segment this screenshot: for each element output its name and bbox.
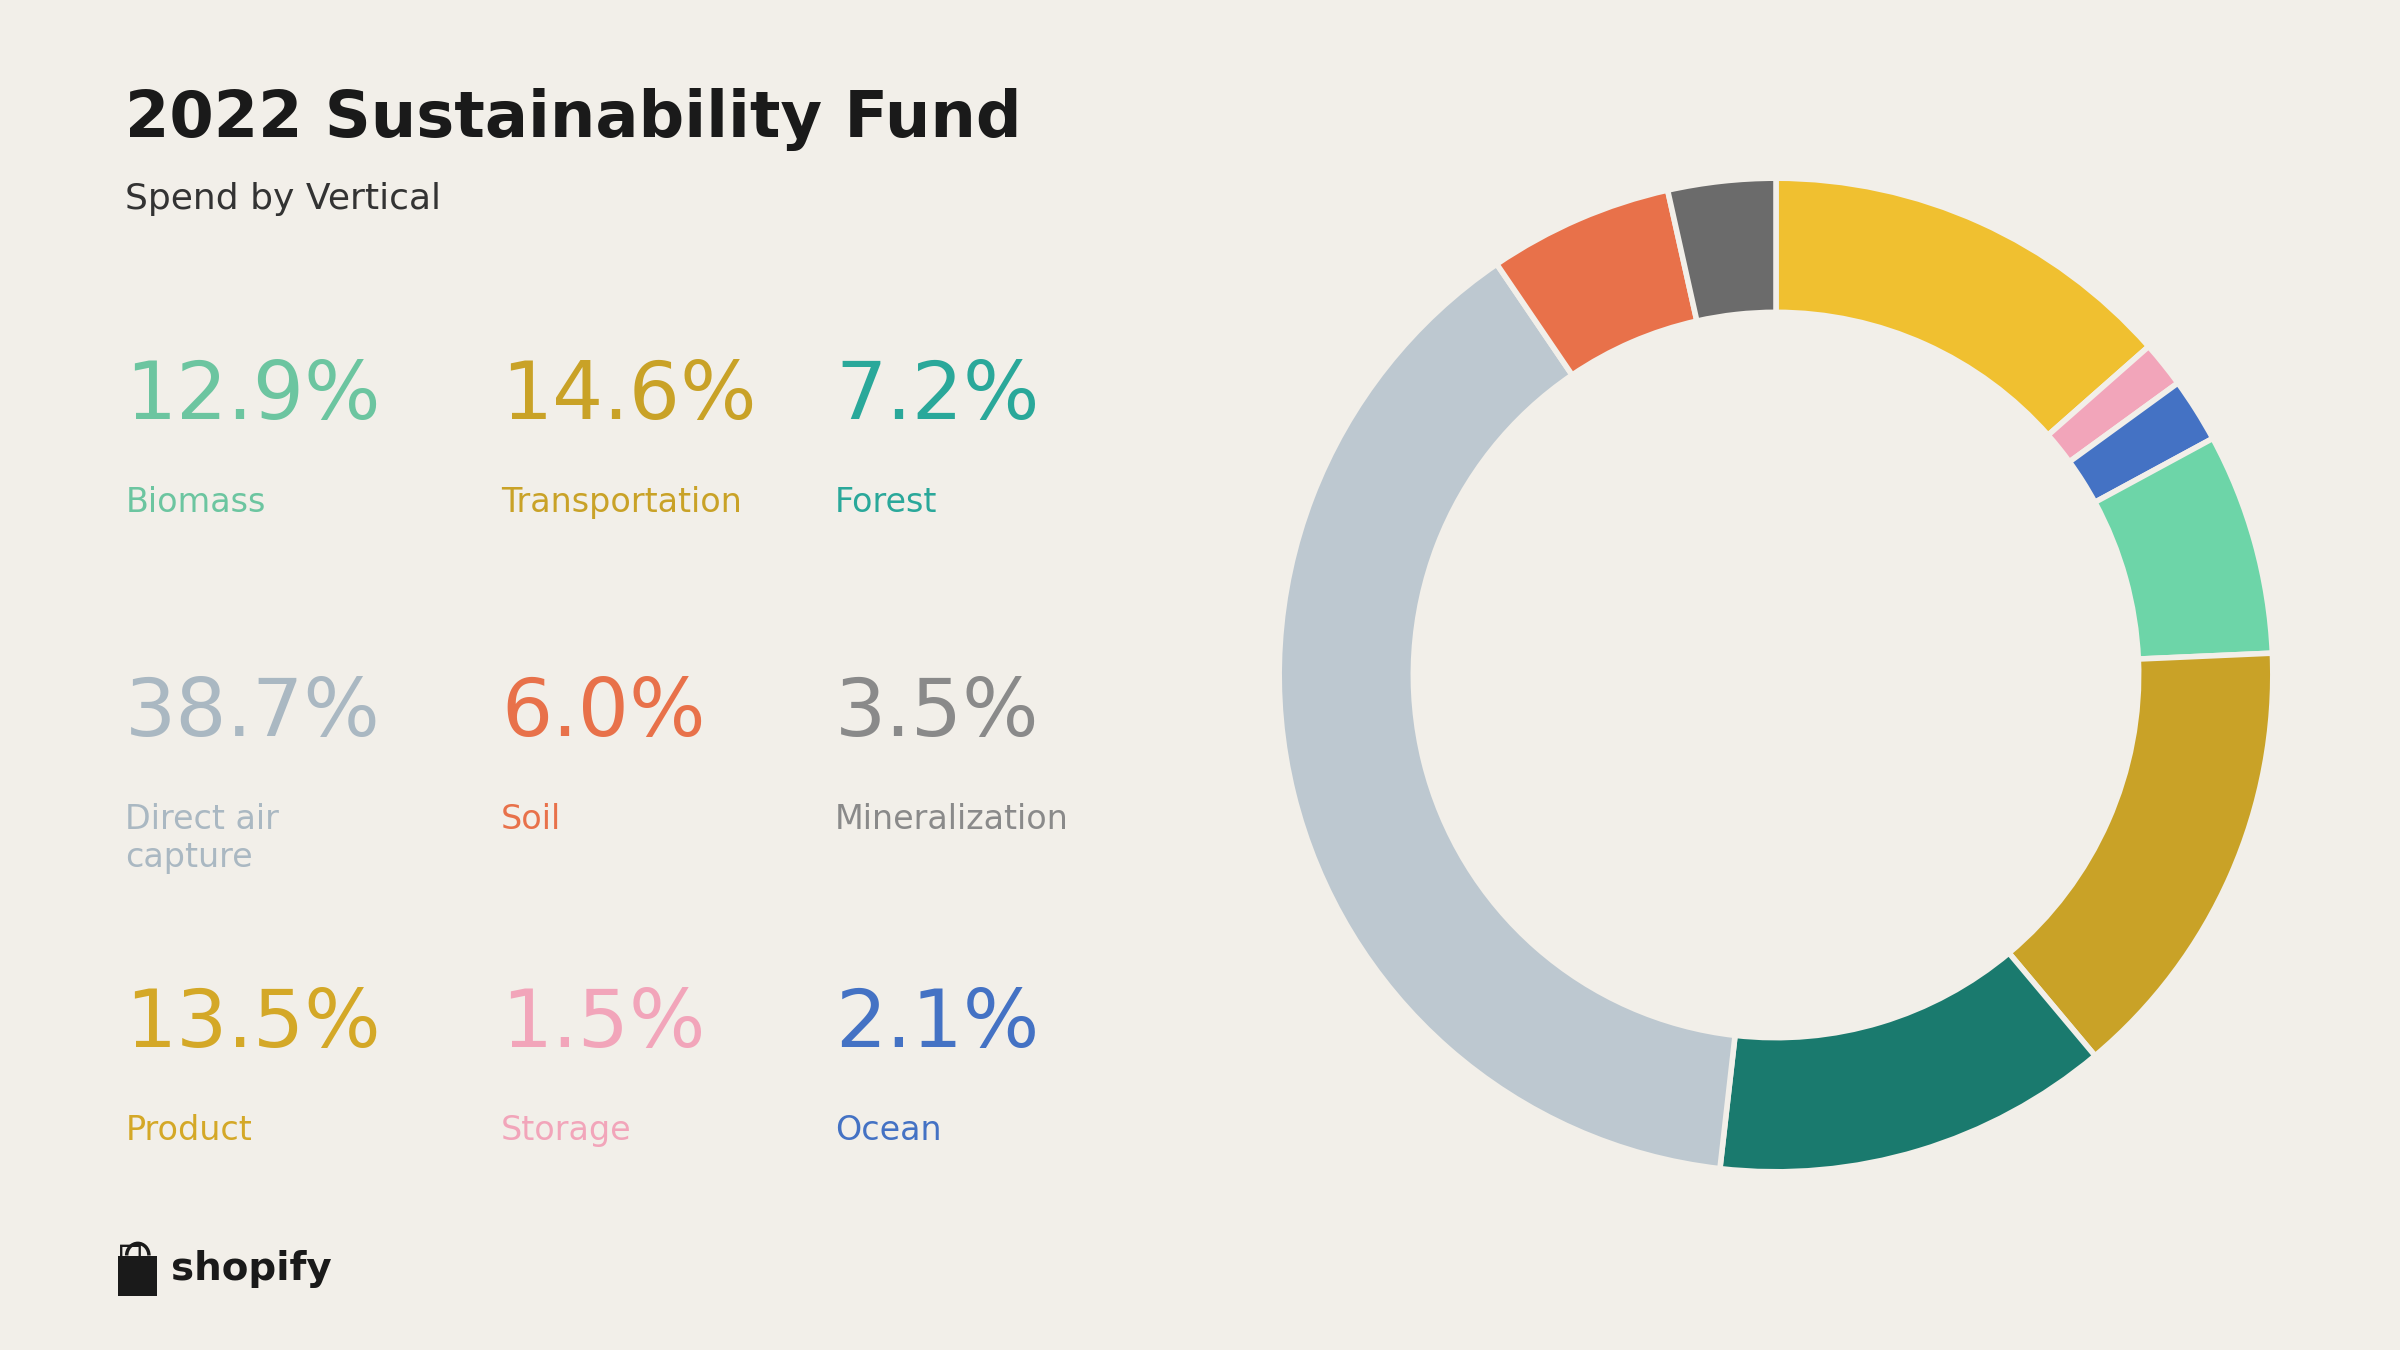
Text: :  — [118, 1241, 144, 1284]
Wedge shape — [1721, 953, 2095, 1172]
Text: 38.7%: 38.7% — [125, 675, 382, 753]
Text: Ocean: Ocean — [835, 1114, 941, 1146]
Text: Storage: Storage — [502, 1114, 631, 1146]
Text: shopify: shopify — [170, 1250, 331, 1288]
Text: 7.2%: 7.2% — [835, 358, 1039, 436]
Text: Forest: Forest — [835, 486, 938, 518]
Text: Direct air
capture: Direct air capture — [125, 803, 278, 875]
Text: 3.5%: 3.5% — [835, 675, 1039, 753]
Text: Product: Product — [125, 1114, 252, 1146]
Wedge shape — [2095, 439, 2273, 659]
Text: 1.5%: 1.5% — [502, 986, 706, 1064]
Text: Spend by Vertical: Spend by Vertical — [125, 182, 442, 216]
Text: 6.0%: 6.0% — [502, 675, 706, 753]
Text: 13.5%: 13.5% — [125, 986, 382, 1064]
FancyBboxPatch shape — [118, 1256, 158, 1296]
Wedge shape — [2069, 383, 2213, 502]
Text: 14.6%: 14.6% — [502, 358, 756, 436]
Wedge shape — [2047, 347, 2177, 462]
Text: Biomass: Biomass — [125, 486, 266, 518]
Text: 2.1%: 2.1% — [835, 986, 1039, 1064]
Wedge shape — [1776, 178, 2148, 435]
Text: Soil: Soil — [502, 803, 562, 836]
Wedge shape — [1279, 265, 1735, 1169]
Text: Transportation: Transportation — [502, 486, 742, 518]
Wedge shape — [2009, 653, 2273, 1056]
Text: Mineralization: Mineralization — [835, 803, 1068, 836]
Wedge shape — [1668, 178, 1776, 321]
Wedge shape — [1498, 190, 1697, 375]
Text: 12.9%: 12.9% — [125, 358, 382, 436]
Text: 2022 Sustainability Fund: 2022 Sustainability Fund — [125, 88, 1022, 151]
